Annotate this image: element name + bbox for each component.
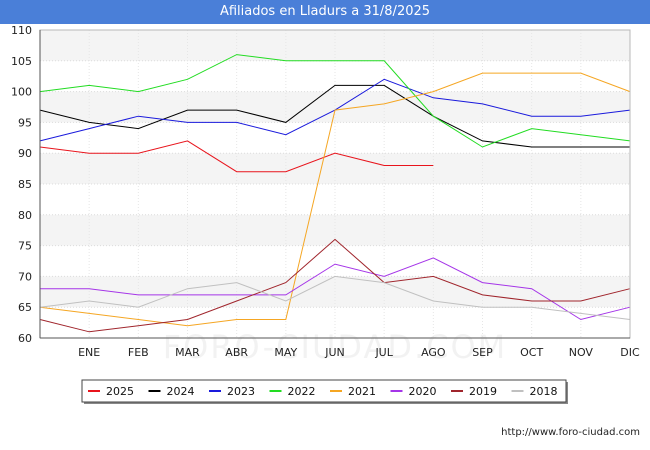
y-tick-label: 80 bbox=[18, 209, 32, 222]
x-tick-label: FEB bbox=[128, 346, 149, 359]
y-tick-label: 60 bbox=[18, 332, 32, 345]
y-tick-label: 90 bbox=[18, 147, 32, 160]
x-tick-label: OCT bbox=[520, 346, 543, 359]
x-tick-label: JUN bbox=[324, 346, 345, 359]
watermark: FORO-CIUDAD.COM bbox=[163, 328, 508, 366]
x-tick-label: SEP bbox=[472, 346, 493, 359]
legend-label-2025: 2025 bbox=[106, 385, 134, 398]
legend-label-2024: 2024 bbox=[167, 385, 195, 398]
y-tick-label: 70 bbox=[18, 270, 32, 283]
y-tick-label: 95 bbox=[18, 116, 32, 129]
x-tick-label: ABR bbox=[225, 346, 248, 359]
legend-label-2020: 2020 bbox=[409, 385, 437, 398]
series-line-2022 bbox=[39, 54, 631, 148]
legend: 2025 2024 2023 2022 2021 2020 2019 2018 bbox=[81, 379, 568, 404]
x-tick-label: AGO bbox=[421, 346, 446, 359]
legend-label-2022: 2022 bbox=[288, 385, 316, 398]
legend-label-2021: 2021 bbox=[348, 385, 376, 398]
legend-box bbox=[81, 379, 567, 403]
x-axis-ticks: ENE FEB MAR ABR MAY JUN JUL AGO SEP OCT NOV DIC bbox=[78, 346, 640, 359]
y-tick-label: 65 bbox=[18, 301, 32, 314]
footer-url[interactable]: http://www.foro-ciudad.com bbox=[501, 427, 640, 438]
series-line-2019 bbox=[39, 238, 631, 333]
legend-label-2019: 2019 bbox=[469, 385, 497, 398]
series-line-2020 bbox=[40, 257, 631, 321]
series-line-2021 bbox=[39, 72, 631, 327]
x-tick-label: MAR bbox=[175, 346, 200, 359]
y-tick-label: 85 bbox=[18, 178, 32, 191]
series-line-2024 bbox=[39, 84, 630, 148]
legend-label-2023: 2023 bbox=[227, 385, 255, 398]
series-line-2018 bbox=[39, 275, 631, 320]
legend-label-2018: 2018 bbox=[530, 385, 558, 398]
y-axis-ticks: 60 65 70 75 80 85 90 95 100 105 110 bbox=[11, 24, 32, 345]
x-tick-label: MAY bbox=[274, 346, 297, 359]
x-tick-label: ENE bbox=[78, 346, 100, 359]
x-tick-label: JUL bbox=[374, 346, 393, 359]
y-tick-label: 105 bbox=[11, 55, 32, 68]
y-tick-label: 100 bbox=[11, 86, 32, 99]
chart-title: Afiliados en Lladurs a 31/8/2025 bbox=[0, 0, 650, 24]
x-tick-label: DIC bbox=[620, 346, 640, 359]
series-line-2025 bbox=[39, 140, 434, 173]
x-tick-label: NOV bbox=[569, 346, 594, 359]
series-lines bbox=[39, 54, 631, 333]
axes bbox=[39, 29, 631, 339]
y-tick-label: 75 bbox=[18, 240, 32, 253]
y-tick-label: 110 bbox=[11, 24, 32, 37]
